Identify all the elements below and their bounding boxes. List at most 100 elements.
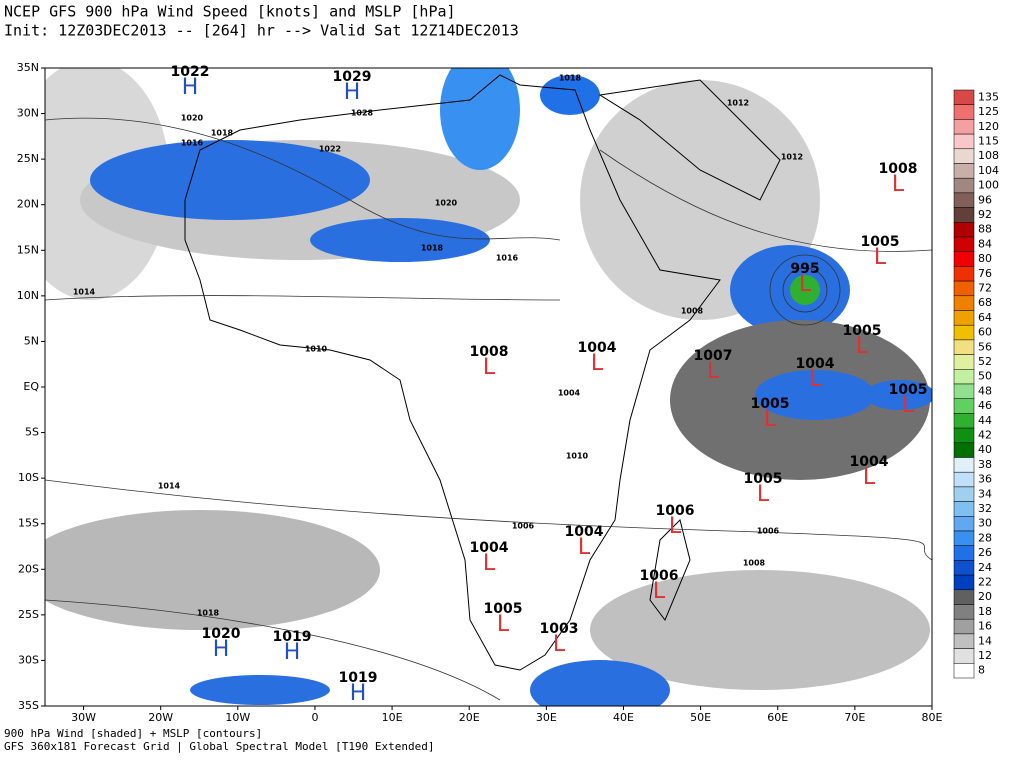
lat-label: 20S (18, 562, 39, 575)
low-symbol: L (856, 334, 869, 359)
colorbar-cell (953, 324, 975, 341)
contour-label: 1022 (319, 145, 341, 154)
low-symbol: L (874, 245, 887, 270)
colorbar-cell (953, 663, 975, 679)
colorbar-cell (953, 295, 975, 311)
low-symbol: L (902, 393, 915, 418)
contour-label: 1020 (181, 114, 204, 123)
lat-label: 35S (18, 699, 39, 712)
lat-label: 35N (17, 61, 39, 74)
pressure-value: 1008 (470, 344, 509, 360)
footer-line: GFS 360x181 Forecast Grid | Global Spect… (4, 740, 434, 753)
colorbar-cell (953, 545, 975, 561)
colorbar-label: 18 (978, 605, 992, 618)
colorbar-label: 24 (978, 561, 992, 574)
pressure-value: 1005 (744, 471, 783, 487)
low-symbol: L (809, 367, 822, 392)
colorbar-cell (953, 310, 975, 326)
colorbar-label: 60 (978, 326, 992, 339)
colorbar-cell (953, 648, 975, 664)
lat-label: 25S (18, 608, 39, 621)
low-symbol: L (799, 272, 812, 297)
coastline (184, 74, 721, 671)
colorbar-cell (953, 236, 975, 252)
colorbar-label: 42 (978, 428, 992, 441)
coastline (649, 519, 691, 621)
colorbar-label: 16 (978, 620, 992, 633)
low-symbol: L (892, 172, 905, 197)
colorbar-label: 44 (978, 414, 992, 427)
colorbar-cell (953, 471, 975, 488)
colorbar-cell (953, 89, 975, 105)
colorbar-label: 22 (978, 575, 992, 588)
pressure-value: 1005 (484, 601, 523, 617)
lat-label: 15N (17, 243, 39, 256)
contour-label: 1006 (512, 522, 535, 531)
colorbar-cell (953, 222, 975, 238)
colorbar-label: 88 (978, 223, 992, 236)
colorbar-label: 14 (978, 634, 992, 647)
pressure-value: 1005 (861, 234, 900, 250)
pressure-value: 1019 (273, 629, 312, 645)
pressure-value: 995 (790, 261, 819, 277)
contour-label: 1004 (558, 389, 581, 398)
isobars (45, 117, 932, 701)
colorbar-label: 50 (978, 370, 992, 383)
colorbar-label: 64 (978, 311, 992, 324)
low-symbol: L (863, 465, 876, 490)
contour-label: 1016 (181, 139, 204, 148)
pressure-value: 1004 (850, 454, 889, 470)
colorbar-cell (953, 574, 975, 591)
contour-label: 1012 (727, 99, 749, 108)
colorbar-label: 96 (978, 193, 992, 206)
low-symbol: L (497, 612, 510, 637)
contour-label: 1018 (559, 74, 582, 83)
high-symbol: H (213, 637, 230, 662)
colorbar-label: 30 (978, 517, 992, 530)
lat-label: 30S (18, 653, 39, 666)
contour-label: 1018 (197, 609, 220, 618)
high-symbol: H (284, 640, 301, 665)
high-symbol: H (350, 681, 367, 706)
high-symbol: H (344, 80, 361, 105)
colorbar-cell (953, 266, 975, 282)
colorbar-label: 8 (978, 664, 985, 677)
lon-label: 80E (922, 711, 943, 724)
colorbar-cell (953, 618, 975, 635)
contour-label: 1020 (435, 199, 458, 208)
pressure-value: 1029 (333, 69, 372, 85)
colorbar-cell (953, 633, 975, 649)
colorbar-cell (953, 163, 975, 179)
lat-label: 20N (17, 198, 39, 211)
lat-label: 10N (17, 289, 39, 302)
colorbar-label: 32 (978, 502, 992, 515)
colorbar-label: 68 (978, 296, 992, 309)
colorbar-label: 26 (978, 546, 992, 559)
pressure-value: 1006 (656, 503, 695, 519)
colorbar-label: 115 (978, 134, 999, 147)
colorbar-cell (953, 133, 975, 150)
coastline (598, 79, 781, 201)
colorbar-label: 20 (978, 590, 992, 603)
colorbar-cell (953, 119, 975, 135)
colorbar-cell (953, 501, 975, 517)
colorbar-label: 108 (978, 149, 999, 162)
colorbar-label: 84 (978, 237, 992, 250)
lon-label: 40E (613, 711, 634, 724)
colorbar-label: 12 (978, 649, 992, 662)
colorbar-cell (953, 383, 975, 399)
colorbar-cell (953, 207, 975, 223)
colorbar-label: 104 (978, 164, 999, 177)
colorbar-label: 38 (978, 458, 992, 471)
colorbar-cell (953, 339, 975, 355)
colorbar-cell (953, 560, 975, 576)
colorbar-cell (953, 148, 975, 164)
colorbar-label: 34 (978, 487, 992, 500)
colorbar-cell (953, 251, 975, 267)
pressure-value: 1004 (578, 340, 617, 356)
lat-label: 30N (17, 107, 39, 120)
colorbar-cell (953, 516, 975, 532)
colorbar-cell (953, 530, 975, 546)
pressure-value: 1020 (202, 626, 241, 642)
